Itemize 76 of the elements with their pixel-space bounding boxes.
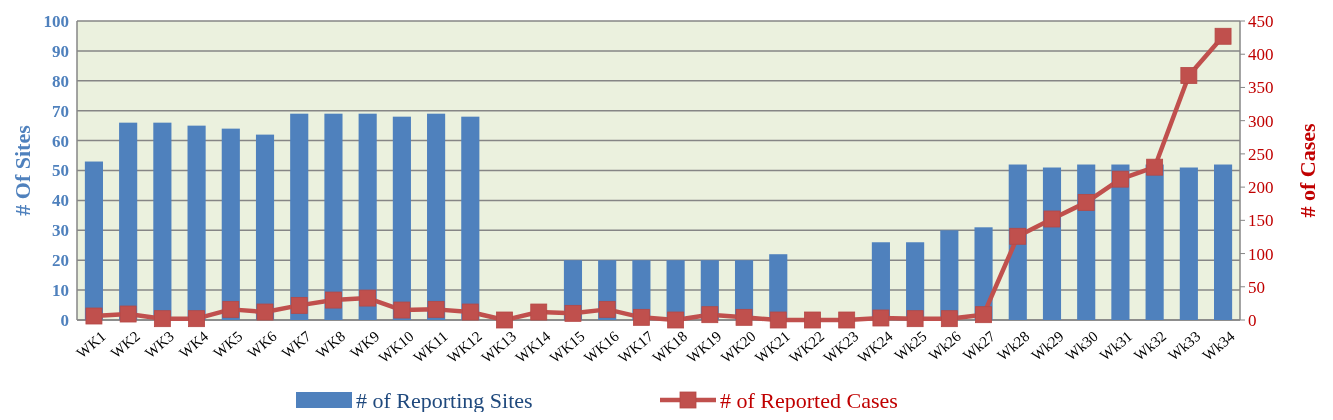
y2-tick-label: 0 xyxy=(1248,310,1257,330)
bar xyxy=(1179,167,1198,320)
y2-tick-label: 250 xyxy=(1248,144,1274,164)
point xyxy=(325,291,342,309)
x-tick-label: WK8 xyxy=(312,328,349,362)
point xyxy=(769,311,787,329)
point xyxy=(1043,210,1061,228)
point xyxy=(598,300,616,318)
bar xyxy=(324,113,343,320)
y-tick-label: 20 xyxy=(52,251,69,271)
y2-tick-label: 150 xyxy=(1248,211,1274,231)
x-tick-label: WK1 xyxy=(73,328,109,362)
y2-tick-label: 400 xyxy=(1248,45,1274,65)
point xyxy=(153,310,171,328)
y2-tick-label: 200 xyxy=(1248,178,1274,198)
point xyxy=(735,308,753,326)
point xyxy=(804,311,821,329)
legend-label: # of Reported Cases xyxy=(720,387,898,413)
legend-label: # of Reporting Sites xyxy=(356,387,533,413)
y-tick-label: 80 xyxy=(52,71,69,91)
point xyxy=(1077,193,1095,211)
point xyxy=(256,303,274,321)
point xyxy=(461,303,479,321)
y-tick-label: 0 xyxy=(60,310,69,330)
y2-tick-label: 100 xyxy=(1248,244,1274,264)
y-tick-label: 40 xyxy=(52,191,69,211)
bar xyxy=(290,113,309,320)
bar xyxy=(461,116,480,320)
bar xyxy=(427,113,446,320)
point xyxy=(1112,170,1129,188)
y2-tick-label: 450 xyxy=(1248,11,1274,31)
point xyxy=(564,304,582,322)
point xyxy=(838,311,856,329)
y2-axis-title: # of Cases xyxy=(1295,123,1320,218)
x-tick-label: WK3 xyxy=(141,328,178,362)
point xyxy=(427,300,445,318)
bar xyxy=(358,113,377,320)
y2-tick-label: 350 xyxy=(1248,78,1274,98)
bar xyxy=(187,125,206,320)
y-tick-label: 30 xyxy=(52,221,69,241)
y-tick-label: 70 xyxy=(52,101,69,121)
point xyxy=(1214,27,1232,45)
point xyxy=(119,305,137,323)
y-tick-label: 60 xyxy=(52,131,69,151)
bar xyxy=(1214,164,1233,320)
point xyxy=(1146,158,1164,176)
y-tick-label: 90 xyxy=(52,41,69,61)
bar xyxy=(221,128,240,320)
point xyxy=(496,311,513,329)
y-axis-title: # Of Sites xyxy=(10,124,35,216)
point xyxy=(906,310,924,328)
point xyxy=(290,296,308,314)
point xyxy=(222,300,240,318)
point xyxy=(667,311,685,329)
point xyxy=(359,289,377,307)
point xyxy=(632,308,650,326)
y-tick-label: 100 xyxy=(43,11,69,31)
point xyxy=(393,301,411,319)
y-tick-label: 50 xyxy=(52,161,69,181)
point xyxy=(701,306,719,324)
y2-tick-label: 300 xyxy=(1248,111,1274,131)
bar xyxy=(392,116,411,320)
bar xyxy=(119,122,138,320)
point xyxy=(188,310,205,328)
point xyxy=(975,306,992,324)
bar xyxy=(1145,164,1164,320)
y2-tick-label: 50 xyxy=(1248,277,1265,297)
point xyxy=(85,307,103,325)
point xyxy=(940,310,958,328)
point xyxy=(1009,227,1027,245)
point xyxy=(872,309,890,327)
bar xyxy=(1077,164,1096,320)
x-tick-label: WK2 xyxy=(107,328,143,362)
point xyxy=(1180,67,1198,84)
point xyxy=(530,303,548,321)
y-tick-label: 10 xyxy=(52,281,69,301)
